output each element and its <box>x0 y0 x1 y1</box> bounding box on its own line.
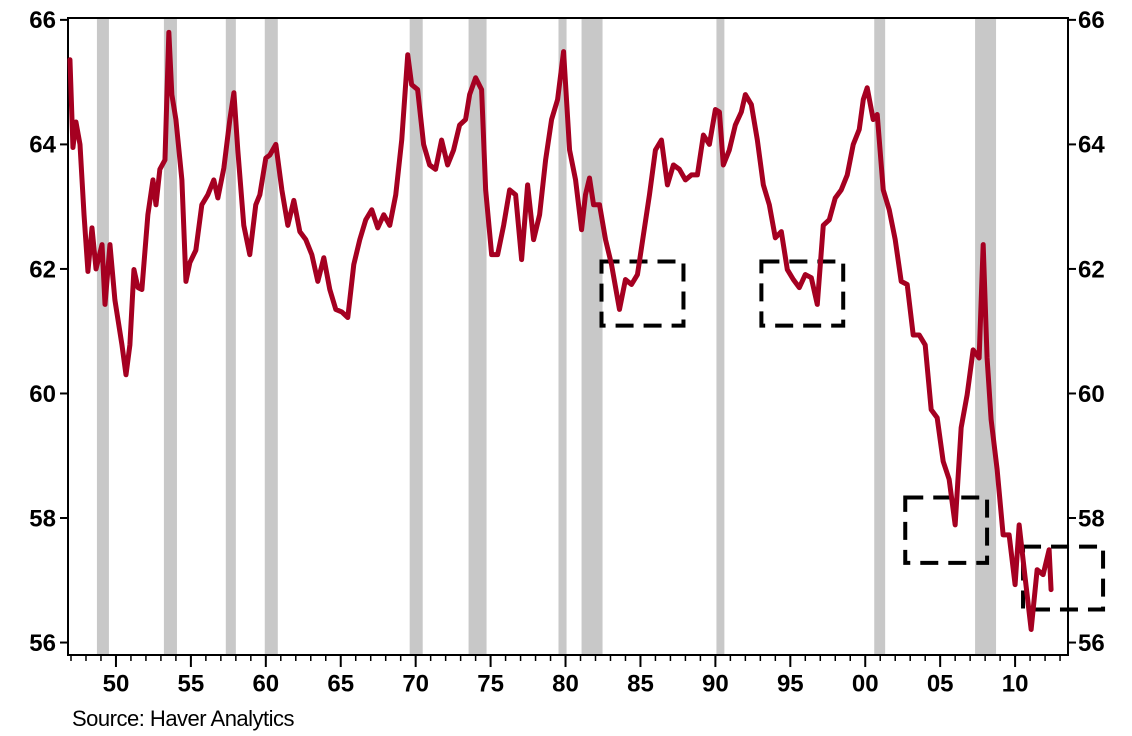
highlight-box <box>759 259 846 328</box>
recession-band <box>409 18 423 655</box>
recession-band <box>716 18 725 655</box>
highlight-box <box>599 259 686 328</box>
y-tick-label: 66 <box>29 7 56 34</box>
y-tick-label: 60 <box>29 381 56 408</box>
series-line <box>67 29 1054 632</box>
y2-tick-label: 66 <box>1078 7 1105 34</box>
x-tick-label: 75 <box>477 670 504 697</box>
recession-band <box>225 18 236 655</box>
x-tick-label: 50 <box>103 670 130 697</box>
x-tick-label: 85 <box>627 670 654 697</box>
x-tick-label: 00 <box>852 670 879 697</box>
recession-band <box>163 18 177 655</box>
x-tick-label: 70 <box>402 670 429 697</box>
source-note: Source: Haver Analytics <box>72 706 295 731</box>
x-tick-label: 95 <box>777 670 804 697</box>
y-tick-label: 62 <box>29 256 56 283</box>
y-tick-label: 56 <box>29 630 56 657</box>
y2-tick-label: 60 <box>1078 381 1105 408</box>
y2-tick-label: 58 <box>1078 505 1105 532</box>
x-tick-label: 55 <box>178 670 205 697</box>
x-tick-label: 80 <box>552 670 579 697</box>
recession-band <box>558 18 567 655</box>
plot-frame <box>67 17 1069 656</box>
highlight-box <box>903 495 990 565</box>
x-tick-label: 90 <box>702 670 729 697</box>
recession-band <box>96 18 109 655</box>
recession-band <box>264 18 278 655</box>
x-tick-label: 05 <box>927 670 954 697</box>
x-tick-label: 65 <box>327 670 354 697</box>
x-tick-label: 60 <box>252 670 279 697</box>
x-tick-label: 10 <box>1002 670 1029 697</box>
recession-band <box>874 18 886 655</box>
y-tick-label: 58 <box>29 505 56 532</box>
y2-tick-label: 56 <box>1078 630 1105 657</box>
y2-tick-label: 62 <box>1078 256 1105 283</box>
y2-tick-label: 64 <box>1078 132 1105 159</box>
recession-band <box>468 18 487 655</box>
recession-band <box>581 18 603 655</box>
y-tick-label: 64 <box>29 132 56 159</box>
